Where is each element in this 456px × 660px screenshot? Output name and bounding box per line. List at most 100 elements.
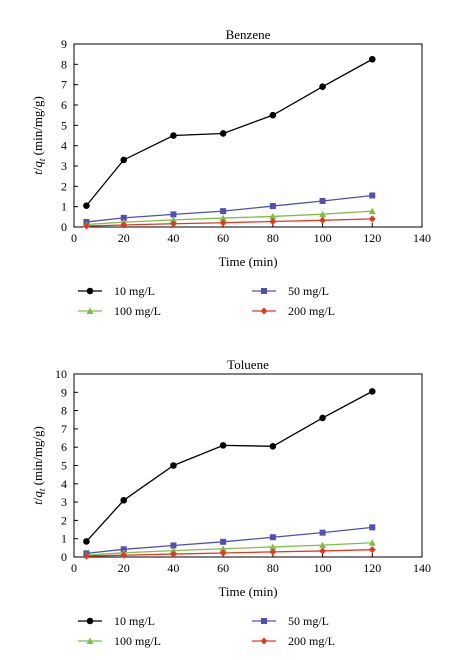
y-tick-label: 8 xyxy=(61,404,67,418)
x-tick-label: 60 xyxy=(217,561,229,575)
data-point xyxy=(170,132,177,139)
y-axis-label-part: t xyxy=(37,158,47,161)
x-tick-label: 40 xyxy=(167,561,179,575)
legend-label: 10 mg/L xyxy=(114,614,155,628)
x-axis-label: Time (min) xyxy=(218,254,277,269)
x-tick-label: 100 xyxy=(314,561,332,575)
x-tick-label: 20 xyxy=(118,231,130,245)
legend-label: 200 mg/L xyxy=(288,304,335,318)
y-tick-label: 10 xyxy=(55,367,67,381)
data-point xyxy=(368,546,376,554)
data-point xyxy=(169,216,177,223)
series-line xyxy=(86,526,373,554)
data-point xyxy=(269,543,277,550)
data-point xyxy=(319,414,326,422)
legend-marker xyxy=(86,307,94,314)
legend-label: 100 mg/L xyxy=(114,304,161,318)
data-point xyxy=(269,111,277,119)
data-point xyxy=(269,548,277,556)
data-point xyxy=(219,442,227,449)
data-point xyxy=(269,218,277,226)
data-point xyxy=(82,222,90,230)
x-tick-label: 120 xyxy=(363,231,381,245)
data-point xyxy=(369,524,376,531)
data-point xyxy=(170,462,177,469)
legend-label: 50 mg/L xyxy=(288,284,329,298)
y-tick-label: 0 xyxy=(61,550,67,564)
y-axis-label-part: / xyxy=(30,497,45,501)
toluene-chart: Toluene 0 20 40 60 80 100 120 140 0 1 2 3 4 5 6 7 8 9 10 Tim… xyxy=(0,330,456,660)
data-point xyxy=(219,545,227,552)
y-axis-label-part: t xyxy=(37,488,47,491)
legend-label: 200 mg/L xyxy=(288,634,335,648)
plot-frame xyxy=(73,43,423,228)
data-point xyxy=(368,539,376,546)
data-point xyxy=(369,192,376,199)
y-axis-label: t/qt (min/mg/g) xyxy=(30,426,47,505)
legend-marker xyxy=(86,287,94,295)
series-3 xyxy=(82,215,376,230)
x-tick-label: 0 xyxy=(71,561,77,575)
series-1 xyxy=(83,524,376,557)
series-0 xyxy=(83,55,376,209)
y-tick-label: 5 xyxy=(61,459,67,473)
series-line xyxy=(85,390,373,542)
data-point xyxy=(120,156,128,164)
data-point xyxy=(219,130,227,137)
x-axis-label: Time (min) xyxy=(218,584,277,599)
data-point xyxy=(83,202,90,209)
data-point xyxy=(319,541,327,549)
legend-label: 100 mg/L xyxy=(114,634,161,648)
data-point xyxy=(368,207,376,215)
data-point xyxy=(169,547,177,554)
y-tick-label: 6 xyxy=(61,98,67,112)
y-tick-label: 8 xyxy=(61,57,67,71)
legend-item: 50 mg/L xyxy=(252,614,329,628)
chart-title: Benzene xyxy=(226,27,271,42)
legend-marker xyxy=(261,288,267,294)
data-point xyxy=(269,442,277,450)
legend-item: 200 mg/L xyxy=(252,304,335,318)
y-tick-label: 3 xyxy=(61,495,67,509)
x-tick-label: 40 xyxy=(167,231,179,245)
data-point xyxy=(269,203,276,210)
series-0 xyxy=(83,388,376,545)
data-point xyxy=(219,214,227,222)
legend-item: 10 mg/L xyxy=(78,284,155,298)
data-point xyxy=(83,538,90,545)
legend-item: 200 mg/L xyxy=(252,634,335,648)
data-point xyxy=(169,550,177,558)
y-tick-label: 0 xyxy=(61,220,67,234)
legend-item: 50 mg/L xyxy=(252,284,329,298)
legend-label: 10 mg/L xyxy=(114,284,155,298)
data-point xyxy=(120,221,128,229)
y-tick-label: 2 xyxy=(61,513,67,527)
data-point xyxy=(368,388,376,395)
y-axis-label-part: q xyxy=(30,491,45,498)
y-tick-label: 4 xyxy=(61,477,67,491)
x-tick-label: 100 xyxy=(314,231,332,245)
x-tick-label: 140 xyxy=(413,231,431,245)
data-point xyxy=(319,529,326,536)
x-tick-label: 80 xyxy=(267,231,279,245)
y-tick-label: 7 xyxy=(61,78,67,92)
data-point xyxy=(120,551,128,559)
y-axis-label-part: (min/mg/g) xyxy=(30,96,45,158)
y-tick-label: 3 xyxy=(61,159,67,173)
data-point xyxy=(220,538,227,545)
x-tick-label: 20 xyxy=(118,561,130,575)
data-point xyxy=(269,212,277,220)
y-tick-label: 9 xyxy=(61,37,67,51)
data-point xyxy=(220,208,227,215)
y-tick-label: 4 xyxy=(61,139,67,153)
y-tick-label: 6 xyxy=(61,440,67,454)
x-tick-label: 140 xyxy=(413,561,431,575)
y-tick-label: 2 xyxy=(61,179,67,193)
data-point xyxy=(120,214,127,221)
data-point xyxy=(170,542,177,549)
legend-marker xyxy=(260,307,268,315)
data-point xyxy=(319,197,326,204)
y-tick-label: 9 xyxy=(61,385,67,399)
y-axis-label-part: t xyxy=(30,171,45,175)
legend-marker xyxy=(261,618,267,624)
